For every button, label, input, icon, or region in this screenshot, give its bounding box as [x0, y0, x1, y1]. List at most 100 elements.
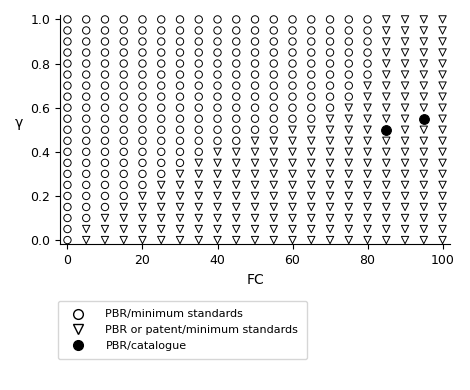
Point: [195, 50, 203, 56]
Point: [345, 138, 352, 144]
Point: [157, 127, 165, 133]
Point: [326, 115, 334, 122]
Point: [383, 204, 390, 210]
Point: [251, 237, 259, 243]
Point: [307, 105, 315, 111]
Point: [157, 27, 165, 34]
Point: [326, 138, 334, 144]
Point: [101, 182, 109, 188]
Point: [64, 60, 71, 67]
Point: [64, 50, 71, 56]
Point: [101, 193, 109, 199]
Point: [420, 226, 428, 232]
Point: [64, 138, 71, 144]
Point: [214, 16, 221, 23]
Point: [157, 226, 165, 232]
Point: [345, 127, 352, 133]
Point: [139, 160, 146, 166]
Point: [214, 38, 221, 44]
Point: [176, 171, 184, 177]
Point: [176, 27, 184, 34]
Point: [139, 105, 146, 111]
Point: [233, 160, 240, 166]
Point: [270, 60, 277, 67]
Point: [289, 27, 296, 34]
Point: [64, 94, 71, 100]
Point: [439, 215, 446, 221]
Point: [64, 83, 71, 89]
Point: [364, 50, 371, 56]
Point: [176, 50, 184, 56]
Point: [195, 149, 203, 155]
Point: [383, 127, 390, 133]
Point: [195, 182, 203, 188]
Point: [233, 215, 240, 221]
Point: [82, 38, 90, 44]
Point: [307, 193, 315, 199]
Point: [439, 83, 446, 89]
Point: [270, 193, 277, 199]
Point: [139, 182, 146, 188]
Point: [233, 60, 240, 67]
Point: [195, 204, 203, 210]
Point: [307, 138, 315, 144]
Point: [139, 171, 146, 177]
Point: [251, 50, 259, 56]
Point: [101, 60, 109, 67]
Point: [82, 215, 90, 221]
Point: [120, 193, 127, 199]
Point: [307, 83, 315, 89]
Point: [420, 182, 428, 188]
Point: [176, 215, 184, 221]
Point: [214, 71, 221, 78]
Point: [233, 138, 240, 144]
Point: [383, 50, 390, 56]
Point: [195, 83, 203, 89]
Point: [270, 94, 277, 100]
Point: [195, 115, 203, 122]
Point: [270, 171, 277, 177]
Point: [345, 27, 352, 34]
Point: [82, 182, 90, 188]
Point: [64, 27, 71, 34]
Point: [401, 193, 409, 199]
Point: [345, 16, 352, 23]
Point: [307, 38, 315, 44]
Point: [364, 27, 371, 34]
Point: [101, 83, 109, 89]
Point: [157, 138, 165, 144]
Point: [64, 193, 71, 199]
Point: [157, 160, 165, 166]
Point: [101, 160, 109, 166]
Point: [289, 115, 296, 122]
Point: [64, 115, 71, 122]
Point: [383, 27, 390, 34]
Point: [233, 50, 240, 56]
Point: [345, 60, 352, 67]
Point: [420, 83, 428, 89]
Point: [64, 127, 71, 133]
Point: [289, 182, 296, 188]
Point: [439, 237, 446, 243]
Point: [439, 38, 446, 44]
Point: [401, 38, 409, 44]
Point: [364, 160, 371, 166]
Point: [420, 138, 428, 144]
Point: [345, 193, 352, 199]
Point: [120, 27, 127, 34]
Point: [139, 38, 146, 44]
Point: [120, 94, 127, 100]
Point: [157, 94, 165, 100]
Point: [345, 226, 352, 232]
Point: [120, 149, 127, 155]
Point: [233, 171, 240, 177]
Point: [157, 193, 165, 199]
Point: [82, 204, 90, 210]
Point: [439, 182, 446, 188]
Point: [101, 215, 109, 221]
Point: [345, 71, 352, 78]
Point: [307, 149, 315, 155]
X-axis label: FC: FC: [246, 273, 264, 287]
Point: [401, 71, 409, 78]
Point: [270, 27, 277, 34]
